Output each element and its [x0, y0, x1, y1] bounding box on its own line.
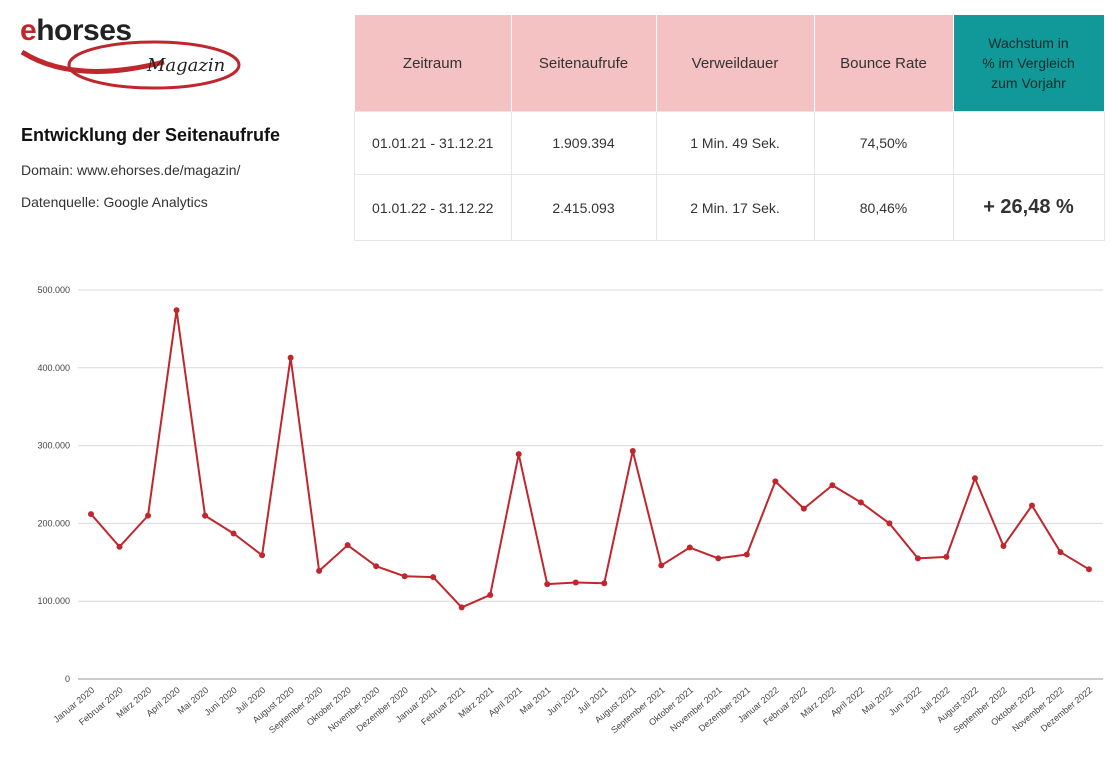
data-point: [1000, 542, 1007, 549]
data-point: [857, 499, 864, 506]
series-line: [90, 309, 1090, 609]
y-tick-label: 200.000: [37, 518, 70, 528]
data-point: [772, 478, 779, 485]
growth-header-line-3: zum Vorjahr: [991, 75, 1066, 91]
data-point: [373, 563, 380, 570]
data-point: [572, 579, 579, 586]
pageviews-line-chart: 0100.000200.000300.000400.000500.000Janu…: [37, 285, 1103, 735]
cell-views: 1.909.394: [510, 111, 657, 175]
data-point: [1086, 566, 1092, 573]
data-point: [344, 542, 351, 549]
logo-swoosh: [20, 40, 241, 90]
logo-wordmark: ehorses: [20, 14, 132, 47]
data-point: [458, 604, 465, 611]
data-point: [971, 475, 978, 482]
data-point: [1057, 549, 1064, 556]
table-row: 01.01.21 - 31.12.21 1.909.394 1 Min. 49 …: [354, 111, 1105, 175]
data-point: [401, 573, 408, 580]
cell-bounce: 74,50%: [813, 111, 954, 175]
data-point: [259, 552, 266, 559]
cell-bounce: 80,46%: [813, 174, 954, 241]
page-title: Entwicklung der Seitenaufrufe: [21, 125, 281, 145]
cell-duration: 1 Min. 49 Sek.: [655, 111, 815, 175]
cell-growth: [952, 111, 1105, 175]
growth-header-line-1: Wachstum in: [988, 35, 1069, 51]
y-tick-label: 500.000: [37, 285, 70, 295]
data-point: [145, 512, 152, 519]
data-point: [116, 543, 123, 550]
header-wachstum: Wachstum in % im Vergleich zum Vorjahr: [953, 15, 1105, 112]
y-tick-label: 0: [65, 674, 70, 684]
data-point: [287, 354, 294, 361]
data-point: [487, 591, 494, 598]
cell-views: 2.415.093: [510, 174, 657, 241]
data-point: [544, 581, 551, 588]
header-verweildauer: Verweildauer: [656, 15, 815, 112]
logo-magazin-label: Magazin: [147, 55, 226, 76]
data-point: [601, 580, 608, 587]
header-zeitraum: Zeitraum: [354, 15, 512, 112]
y-tick-label: 100.000: [37, 596, 70, 606]
data-point: [202, 512, 209, 519]
stats-header-row: Zeitraum Seitenaufrufe Verweildauer Boun…: [354, 15, 1105, 112]
growth-header-line-2: % im Vergleich: [982, 55, 1075, 71]
cell-duration: 2 Min. 17 Sek.: [655, 174, 815, 241]
data-point: [430, 574, 437, 581]
data-point: [1028, 502, 1035, 509]
y-tick-label: 400.000: [37, 363, 70, 373]
data-point: [800, 505, 807, 512]
table-row: 01.01.22 - 31.12.22 2.415.093 2 Min. 17 …: [354, 174, 1105, 241]
x-tick-label: Dezember 2022: [1039, 685, 1094, 734]
data-point: [886, 520, 893, 527]
data-point: [686, 544, 693, 551]
domain-label: Domain: www.ehorses.de/magazin/: [21, 162, 241, 178]
data-point: [914, 555, 921, 562]
data-point: [629, 448, 636, 455]
header-seitenaufrufe: Seitenaufrufe: [511, 15, 657, 112]
data-point: [515, 451, 522, 458]
data-point: [230, 530, 237, 537]
header-bounce-rate: Bounce Rate: [814, 15, 954, 112]
data-point: [316, 567, 323, 574]
data-point: [658, 562, 665, 569]
data-point: [88, 511, 94, 518]
ehorses-magazin-logo[interactable]: ehorses Magazin: [14, 10, 244, 100]
y-tick-label: 300.000: [37, 441, 70, 451]
cell-growth: + 26,48 %: [952, 174, 1105, 241]
data-point: [943, 553, 950, 560]
stats-table: Zeitraum Seitenaufrufe Verweildauer Boun…: [354, 15, 1105, 241]
cell-period: 01.01.21 - 31.12.21: [354, 111, 512, 175]
data-point: [829, 482, 836, 489]
data-point: [173, 307, 180, 314]
data-point: [715, 555, 722, 562]
cell-period: 01.01.22 - 31.12.22: [354, 174, 512, 241]
source-label: Datenquelle: Google Analytics: [21, 194, 208, 210]
data-point: [743, 551, 750, 558]
